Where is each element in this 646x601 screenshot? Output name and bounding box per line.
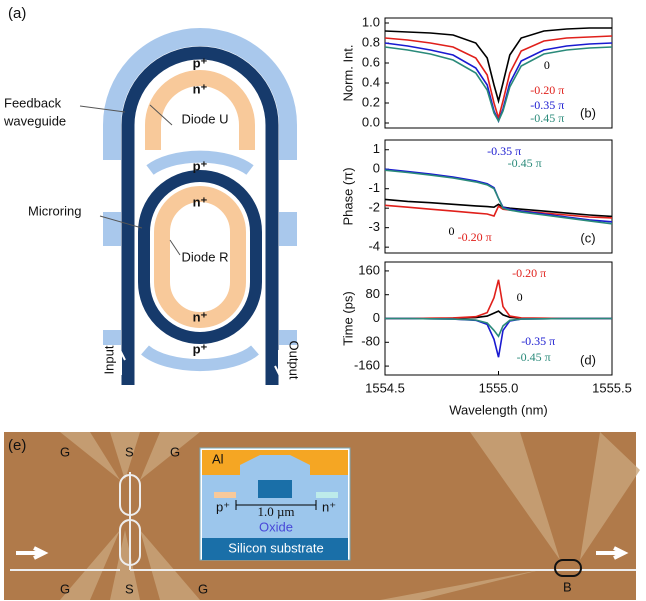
pad-label: G	[170, 444, 180, 459]
ring-label: B	[563, 579, 572, 594]
cross-section: Al 1.0 µm p⁺ n⁺ Oxide Silicon substrate	[200, 448, 350, 560]
series-line	[385, 319, 612, 358]
series-label: -0.20 π	[512, 266, 546, 280]
waveguide-core	[258, 480, 292, 498]
x-tick-label: 1554.5	[365, 380, 405, 395]
plot-frame	[385, 18, 612, 128]
page: {"panel_a": {"label": "(a)", "p_plus": "…	[0, 0, 646, 601]
y-tick-label: 0.0	[362, 114, 380, 129]
series-line	[385, 311, 612, 318]
series-label: -0.20 π	[530, 83, 564, 97]
y-tick-label: 0.8	[362, 34, 380, 49]
p-doping	[214, 492, 236, 498]
n-plus: n⁺	[193, 309, 208, 324]
n-plus: n⁺	[322, 499, 336, 514]
pad-label: S	[125, 581, 134, 596]
y-tick-label: -160	[354, 358, 380, 373]
y-tick-label: 0.6	[362, 54, 380, 69]
y-tick-label: 0.4	[362, 74, 380, 89]
x-axis-label: Wavelength (nm)	[449, 402, 548, 417]
series-label: 0	[449, 224, 455, 238]
series-line	[385, 280, 612, 319]
x-tick-label: 1555.5	[592, 380, 632, 395]
p-plus: p⁺	[193, 55, 208, 70]
y-tick-label: 0	[373, 161, 380, 176]
y-tick-label: -3	[368, 219, 380, 234]
panel-label: (b)	[580, 105, 596, 120]
series-label: -0.20 π	[458, 230, 492, 244]
y-tick-label: 1	[373, 141, 380, 156]
series-label: -0.35 π	[530, 98, 564, 112]
pad-label: G	[198, 581, 208, 596]
n-doping	[316, 492, 338, 498]
y-tick-label: 0	[373, 310, 380, 325]
series-label: -0.45 π	[517, 350, 551, 364]
input-label: Input	[101, 345, 116, 374]
y-tick-label: -1	[368, 180, 380, 195]
y-tick-label: 1.0	[362, 14, 380, 29]
pad-label: S	[125, 444, 134, 459]
series-label: 0	[517, 290, 523, 304]
figure: (a) p⁺ n⁺ p⁺ n⁺ n⁺ p⁺ Diode U Diode R Fe…	[0, 0, 646, 601]
y-tick-label: 80	[366, 286, 380, 301]
series-line	[385, 43, 612, 121]
p-plus: p⁺	[193, 158, 208, 173]
panel-label: (a)	[8, 5, 26, 22]
feedback-label: waveguide	[3, 113, 66, 128]
series-label: 0	[544, 58, 550, 72]
series-label: -0.35 π	[521, 334, 555, 348]
series-line	[385, 319, 612, 337]
pad-label: G	[60, 581, 70, 596]
n-plus: n⁺	[193, 81, 208, 96]
pad-label: G	[60, 444, 70, 459]
y-axis-label: Norm. Int.	[340, 44, 355, 101]
oxide-label: Oxide	[259, 519, 293, 534]
p-plus: p⁺	[193, 341, 208, 356]
y-tick-label: 160	[358, 262, 380, 277]
microring-label: Microring	[28, 203, 81, 218]
y-tick-label: -80	[361, 334, 380, 349]
metal-label: Al	[212, 451, 224, 466]
panel-label: (c)	[580, 230, 595, 245]
series-label: -0.45 π	[530, 111, 564, 125]
panel-label: (e)	[8, 437, 26, 454]
panel-a: (a) p⁺ n⁺ p⁺ n⁺ n⁺ p⁺ Diode U Diode R Fe…	[3, 5, 302, 385]
output-label: Output	[287, 340, 302, 379]
p-plus: p⁺	[216, 499, 230, 514]
x-tick-label: 1555.0	[479, 380, 519, 395]
y-tick-label: -4	[368, 239, 380, 254]
panel-e: (e) G S G G S G B Al 1.0 µm p⁺ n⁺ Oxide …	[4, 432, 640, 600]
y-tick-label: 0.2	[362, 94, 380, 109]
scale-label: 1.0 µm	[257, 504, 294, 519]
panel-label: (d)	[580, 352, 596, 367]
series-line	[385, 28, 612, 101]
series-label: -0.45 π	[508, 156, 542, 170]
y-axis-label: Time (ps)	[340, 291, 355, 345]
y-tick-label: -2	[368, 200, 380, 215]
series-line	[385, 205, 612, 218]
y-axis-label: Phase (π)	[340, 167, 355, 225]
series-line	[385, 47, 612, 121]
feedback-label: Feedback	[4, 95, 62, 110]
diode-u-label: Diode U	[182, 111, 229, 126]
n-plus: n⁺	[193, 194, 208, 209]
diode-r-label: Diode R	[182, 249, 229, 264]
substrate-label: Silicon substrate	[228, 540, 323, 555]
